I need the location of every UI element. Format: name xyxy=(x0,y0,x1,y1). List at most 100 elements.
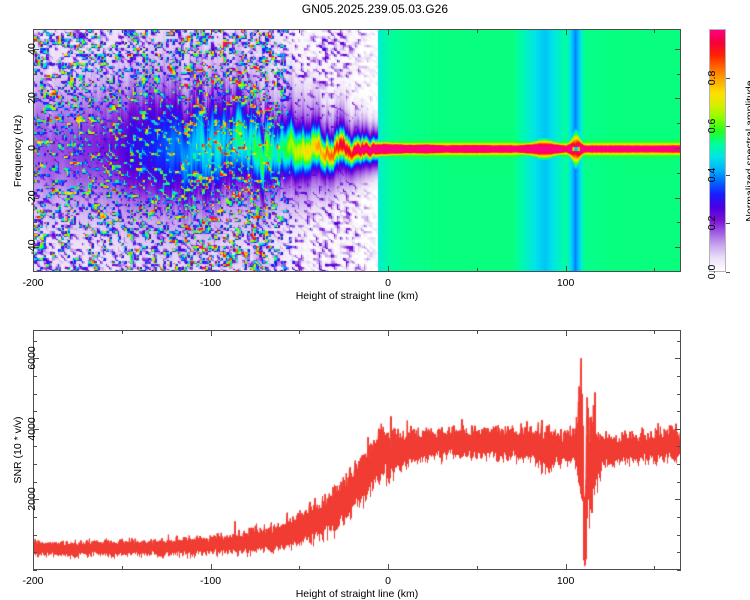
y-tick xyxy=(33,172,37,174)
snr-x-axis-label: Height of straight line (km) xyxy=(295,588,419,600)
x-tick xyxy=(654,330,656,334)
x-tick xyxy=(476,268,478,272)
y-tick xyxy=(675,428,681,430)
y-tick xyxy=(677,446,681,448)
y-tick xyxy=(675,358,681,360)
y-tick xyxy=(675,499,681,501)
y-tick xyxy=(33,148,39,150)
snr-trace xyxy=(34,331,680,569)
y-tick xyxy=(675,98,681,100)
x-tick xyxy=(121,268,123,272)
x-tick xyxy=(121,29,123,33)
y-tick-label: -20 xyxy=(26,190,38,206)
y-tick xyxy=(33,123,37,125)
x-tick xyxy=(654,268,656,272)
y-tick xyxy=(33,411,37,413)
colorbar-label: Normalized spectral amplitude xyxy=(744,79,750,222)
x-tick xyxy=(299,566,301,570)
x-tick xyxy=(565,266,567,272)
y-tick xyxy=(33,375,37,377)
x-tick-label: 0 xyxy=(385,575,391,587)
x-tick xyxy=(388,330,390,336)
y-tick-label: 2000 xyxy=(26,487,38,512)
x-tick xyxy=(565,29,567,35)
x-tick-label: -200 xyxy=(22,575,44,587)
colorbar-tick-label: 0.0 xyxy=(706,264,718,280)
x-tick xyxy=(388,266,390,272)
y-tick xyxy=(677,222,681,224)
x-tick xyxy=(33,330,34,336)
y-tick xyxy=(33,222,37,224)
x-tick-label: -100 xyxy=(200,575,222,587)
y-tick-label: 20 xyxy=(26,92,38,105)
colorbar-tick-label: 0.8 xyxy=(706,70,718,85)
figure-title: GN05.2025.239.05.03.G26 xyxy=(301,2,449,16)
colorbar-tick xyxy=(726,223,730,225)
y-tick xyxy=(677,481,681,483)
y-tick xyxy=(677,73,681,75)
y-tick xyxy=(677,534,681,536)
y-tick xyxy=(33,73,37,75)
y-tick xyxy=(677,570,681,571)
x-tick xyxy=(33,29,34,35)
x-tick-label: -200 xyxy=(22,277,44,289)
y-tick xyxy=(33,552,37,554)
y-tick xyxy=(33,570,37,571)
x-tick xyxy=(476,29,478,33)
y-tick xyxy=(675,48,681,50)
y-tick xyxy=(33,446,37,448)
colorbar-gradient xyxy=(709,29,726,272)
spectrogram-y-axis-label: Frequency (Hz) xyxy=(12,114,24,187)
x-tick-label: 0 xyxy=(385,277,391,289)
y-tick-label: 0 xyxy=(26,145,38,151)
y-tick-label: 6000 xyxy=(26,346,38,370)
y-tick xyxy=(33,247,39,249)
x-tick xyxy=(121,330,123,334)
x-tick xyxy=(299,29,301,33)
x-tick xyxy=(33,564,34,570)
y-tick xyxy=(33,98,39,100)
x-tick xyxy=(388,29,390,35)
y-tick xyxy=(33,358,39,360)
colorbar-tick-label: 0.2 xyxy=(706,216,718,231)
y-tick xyxy=(33,48,39,50)
x-tick xyxy=(210,564,212,570)
x-tick xyxy=(210,29,212,35)
y-tick xyxy=(675,247,681,249)
y-tick xyxy=(33,197,39,199)
y-tick xyxy=(677,375,681,377)
y-tick xyxy=(677,393,681,395)
y-tick xyxy=(677,411,681,413)
colorbar-tick xyxy=(726,174,730,176)
y-tick-label: 4000 xyxy=(26,417,38,441)
y-tick xyxy=(33,481,37,483)
x-tick xyxy=(476,330,478,334)
y-tick xyxy=(675,197,681,199)
x-tick xyxy=(299,268,301,272)
x-tick xyxy=(388,564,390,570)
x-tick xyxy=(299,330,301,334)
spectrogram-x-axis-label: Height of straight line (km) xyxy=(295,290,419,302)
x-tick xyxy=(654,29,656,33)
x-tick xyxy=(33,266,34,272)
x-tick xyxy=(210,266,212,272)
y-tick xyxy=(33,464,37,466)
x-tick xyxy=(654,566,656,570)
x-tick xyxy=(476,566,478,570)
x-tick-label: -100 xyxy=(200,277,222,289)
y-tick xyxy=(33,534,37,536)
y-tick xyxy=(33,499,39,501)
colorbar-tick xyxy=(726,272,730,273)
y-tick xyxy=(33,393,37,395)
colorbar-tick-label: 0.4 xyxy=(706,167,718,183)
spectrogram-plot-area xyxy=(33,29,681,272)
x-tick xyxy=(565,564,567,570)
colorbar-tick xyxy=(726,126,730,128)
y-tick xyxy=(33,428,39,430)
snr-y-axis-label: SNR (10 * v/v) xyxy=(12,416,24,484)
y-tick xyxy=(677,517,681,519)
x-tick xyxy=(565,330,567,336)
x-tick xyxy=(210,330,212,336)
y-tick xyxy=(33,517,37,519)
